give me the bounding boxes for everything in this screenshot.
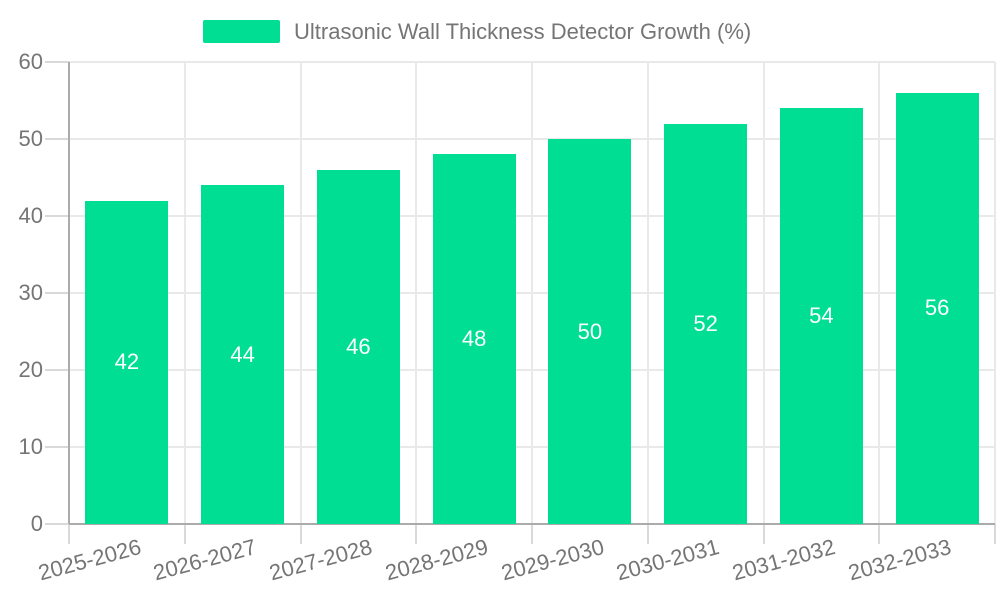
x-axis-tick xyxy=(762,524,765,544)
x-axis-tick-label: 2028-2029 xyxy=(382,534,491,586)
v-gridline xyxy=(994,62,996,524)
legend-label: Ultrasonic Wall Thickness Detector Growt… xyxy=(294,19,752,44)
bar xyxy=(201,185,285,524)
x-axis-tick-label: 2031-2032 xyxy=(729,534,838,586)
v-gridline xyxy=(646,62,649,524)
bar xyxy=(432,154,516,524)
v-gridline xyxy=(531,62,533,524)
bar xyxy=(85,200,169,524)
bar-value-label: 42 xyxy=(114,349,140,375)
x-axis-tick xyxy=(68,524,70,544)
x-axis-tick-label: 2032-2033 xyxy=(845,534,954,586)
x-axis-tick-label: 2026-2027 xyxy=(150,534,260,586)
bar-value-label: 50 xyxy=(577,318,603,344)
y-axis-tick-label: 10 xyxy=(18,434,43,459)
x-axis-tick xyxy=(531,524,533,544)
bar-value-label: 52 xyxy=(693,310,718,336)
v-gridline xyxy=(762,62,765,524)
bar-value-label: 54 xyxy=(809,303,834,329)
y-axis-tick-label: 0 xyxy=(30,511,43,536)
x-axis-tick xyxy=(878,524,881,544)
v-gridline xyxy=(878,62,881,524)
y-axis-tick xyxy=(45,292,69,294)
bar xyxy=(779,108,863,524)
y-axis-tick xyxy=(45,523,69,525)
bar xyxy=(316,169,400,524)
x-axis-line xyxy=(69,523,995,525)
bar xyxy=(895,92,979,524)
y-axis-tick-label: 30 xyxy=(18,280,43,305)
y-axis-tick xyxy=(45,138,69,140)
bar-value-label: 46 xyxy=(346,333,371,359)
bar-value-label: 56 xyxy=(924,295,950,321)
x-axis-tick xyxy=(183,524,186,544)
y-axis-tick xyxy=(45,446,69,448)
x-axis-tick-label: 2027-2028 xyxy=(266,534,375,586)
bar-value-label: 48 xyxy=(461,326,487,352)
legend-swatch xyxy=(203,20,280,43)
v-gridline xyxy=(299,62,302,524)
x-axis-tick xyxy=(415,524,418,544)
y-axis-tick-label: 20 xyxy=(18,357,43,382)
y-axis-tick xyxy=(45,61,69,63)
x-axis-tick xyxy=(299,524,302,544)
v-gridline xyxy=(415,62,418,524)
y-axis-tick-label: 40 xyxy=(18,203,43,228)
bar xyxy=(664,123,748,524)
bar-value-label: 44 xyxy=(230,341,255,367)
x-axis-tick-label: 2025-2026 xyxy=(35,534,144,586)
y-axis-tick xyxy=(45,215,69,217)
y-axis-tick xyxy=(45,369,69,371)
y-axis-line xyxy=(68,62,70,524)
y-axis-tick-label: 60 xyxy=(18,49,43,74)
x-axis-tick-label: 2029-2030 xyxy=(498,534,607,586)
legend-item[interactable]: Ultrasonic Wall Thickness Detector Growt… xyxy=(203,18,751,45)
x-axis-tick xyxy=(994,524,996,544)
x-axis-tick-label: 2030-2031 xyxy=(613,534,723,586)
bar xyxy=(548,139,632,524)
v-gridline xyxy=(183,62,186,524)
y-axis-tick-label: 50 xyxy=(18,126,43,151)
x-axis-tick xyxy=(646,524,649,544)
